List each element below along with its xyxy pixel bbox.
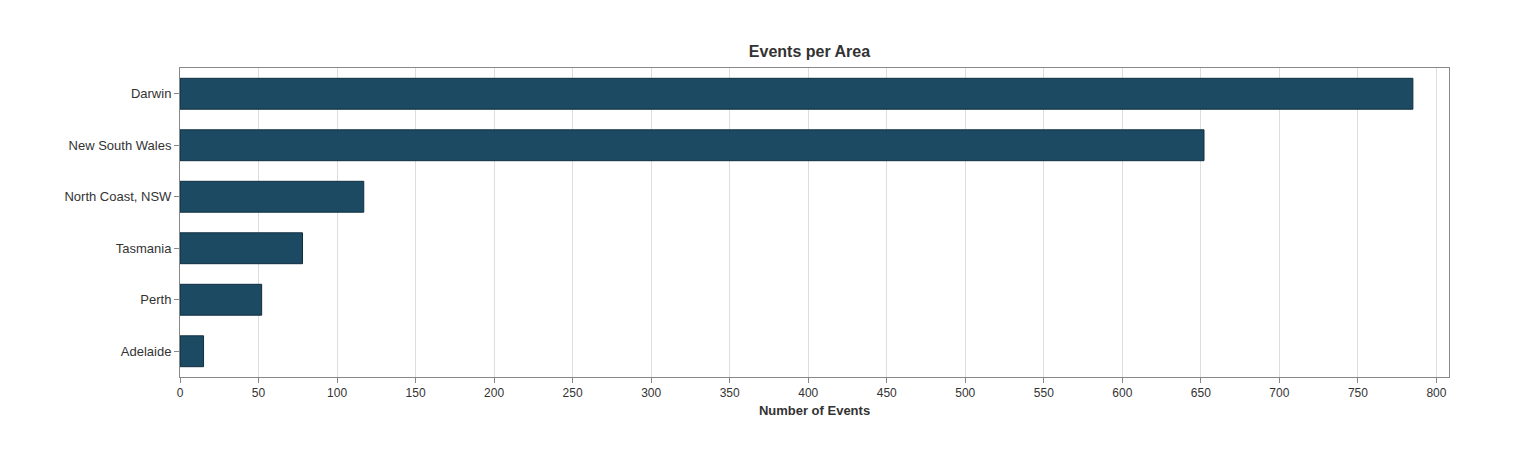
svg-text:700: 700	[1269, 386, 1289, 400]
svg-text:350: 350	[720, 386, 740, 400]
svg-text:100: 100	[327, 386, 347, 400]
svg-text:650: 650	[1191, 386, 1211, 400]
svg-text:Adelaide: Adelaide	[121, 344, 172, 359]
svg-text:800: 800	[1426, 386, 1446, 400]
svg-text:450: 450	[877, 386, 897, 400]
svg-text:0: 0	[177, 386, 184, 400]
svg-text:600: 600	[1112, 386, 1132, 400]
svg-text:Darwin: Darwin	[131, 86, 171, 101]
svg-text:Events per Area: Events per Area	[749, 43, 870, 60]
svg-text:North Coast, NSW: North Coast, NSW	[64, 189, 172, 204]
svg-text:250: 250	[563, 386, 583, 400]
svg-text:50: 50	[252, 386, 266, 400]
svg-text:500: 500	[955, 386, 975, 400]
svg-text:New South Wales: New South Wales	[69, 138, 172, 153]
svg-text:Number of Events: Number of Events	[759, 403, 870, 418]
svg-text:Tasmania: Tasmania	[116, 241, 172, 256]
svg-text:Perth: Perth	[140, 292, 171, 307]
svg-text:750: 750	[1348, 386, 1368, 400]
svg-text:200: 200	[484, 386, 504, 400]
svg-text:300: 300	[641, 386, 661, 400]
svg-text:150: 150	[406, 386, 426, 400]
svg-text:400: 400	[798, 386, 818, 400]
svg-text:550: 550	[1034, 386, 1054, 400]
